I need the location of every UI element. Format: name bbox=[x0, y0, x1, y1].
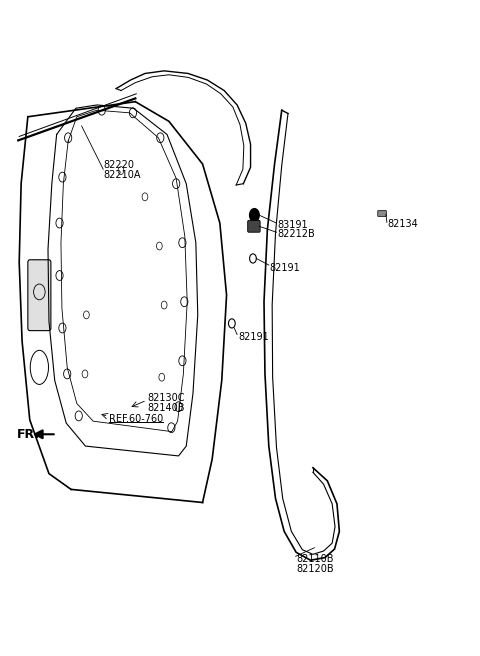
Text: FR.: FR. bbox=[17, 428, 40, 441]
Text: 83191: 83191 bbox=[277, 220, 308, 230]
Text: 82210A: 82210A bbox=[103, 170, 141, 180]
Text: 82191: 82191 bbox=[270, 262, 300, 273]
Text: 82212B: 82212B bbox=[277, 229, 315, 239]
Text: 82191: 82191 bbox=[238, 331, 269, 342]
Circle shape bbox=[250, 209, 259, 222]
FancyBboxPatch shape bbox=[248, 220, 260, 232]
Text: REF.60-760: REF.60-760 bbox=[109, 413, 164, 424]
Text: 82110B: 82110B bbox=[297, 554, 334, 564]
Text: 82130C: 82130C bbox=[148, 393, 185, 403]
Text: 82120B: 82120B bbox=[297, 564, 334, 574]
Text: 82134: 82134 bbox=[388, 219, 419, 230]
FancyBboxPatch shape bbox=[378, 211, 386, 216]
FancyBboxPatch shape bbox=[28, 260, 51, 331]
Text: 82220: 82220 bbox=[103, 160, 134, 171]
Text: 82140B: 82140B bbox=[148, 403, 185, 413]
